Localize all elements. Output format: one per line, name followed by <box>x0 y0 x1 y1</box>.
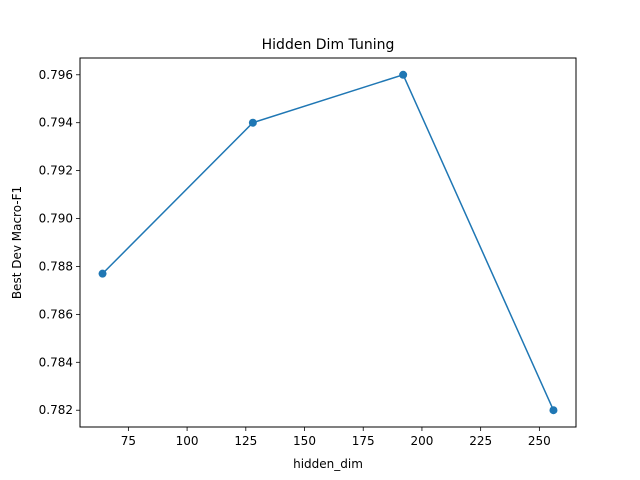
y-tick-label: 0.792 <box>39 164 73 178</box>
data-point <box>248 118 257 127</box>
x-tick-label: 75 <box>121 434 136 448</box>
data-point <box>399 70 408 79</box>
x-tick-label: 125 <box>234 434 257 448</box>
y-tick-label: 0.796 <box>39 68 73 82</box>
x-tick-label: 150 <box>293 434 316 448</box>
y-tick-label: 0.794 <box>39 116 73 130</box>
y-tick-label: 0.782 <box>39 403 73 417</box>
x-axis-label: hidden_dim <box>293 457 363 471</box>
y-tick-label: 0.788 <box>39 259 73 273</box>
y-tick-label: 0.786 <box>39 307 73 321</box>
x-tick-label: 225 <box>469 434 492 448</box>
chart-title: Hidden Dim Tuning <box>262 37 395 53</box>
x-tick-label: 250 <box>528 434 551 448</box>
y-tick-label: 0.790 <box>39 212 73 226</box>
series-line <box>102 73 555 411</box>
x-tick-label: 175 <box>352 434 375 448</box>
y-axis: 0.782 0.784 0.786 0.788 0.790 0.792 0.794 0.796 <box>39 68 80 417</box>
axes-frame <box>79 57 577 428</box>
y-tick-label: 0.784 <box>39 355 73 369</box>
data-point <box>549 406 558 415</box>
y-axis-label: Best Dev Macro-F1 <box>10 186 24 299</box>
x-axis: 75 100 125 150 175 200 225 250 <box>121 427 551 448</box>
plot-area <box>98 70 558 415</box>
data-point <box>98 269 107 278</box>
x-tick-label: 200 <box>410 434 433 448</box>
x-tick-label: 100 <box>176 434 199 448</box>
